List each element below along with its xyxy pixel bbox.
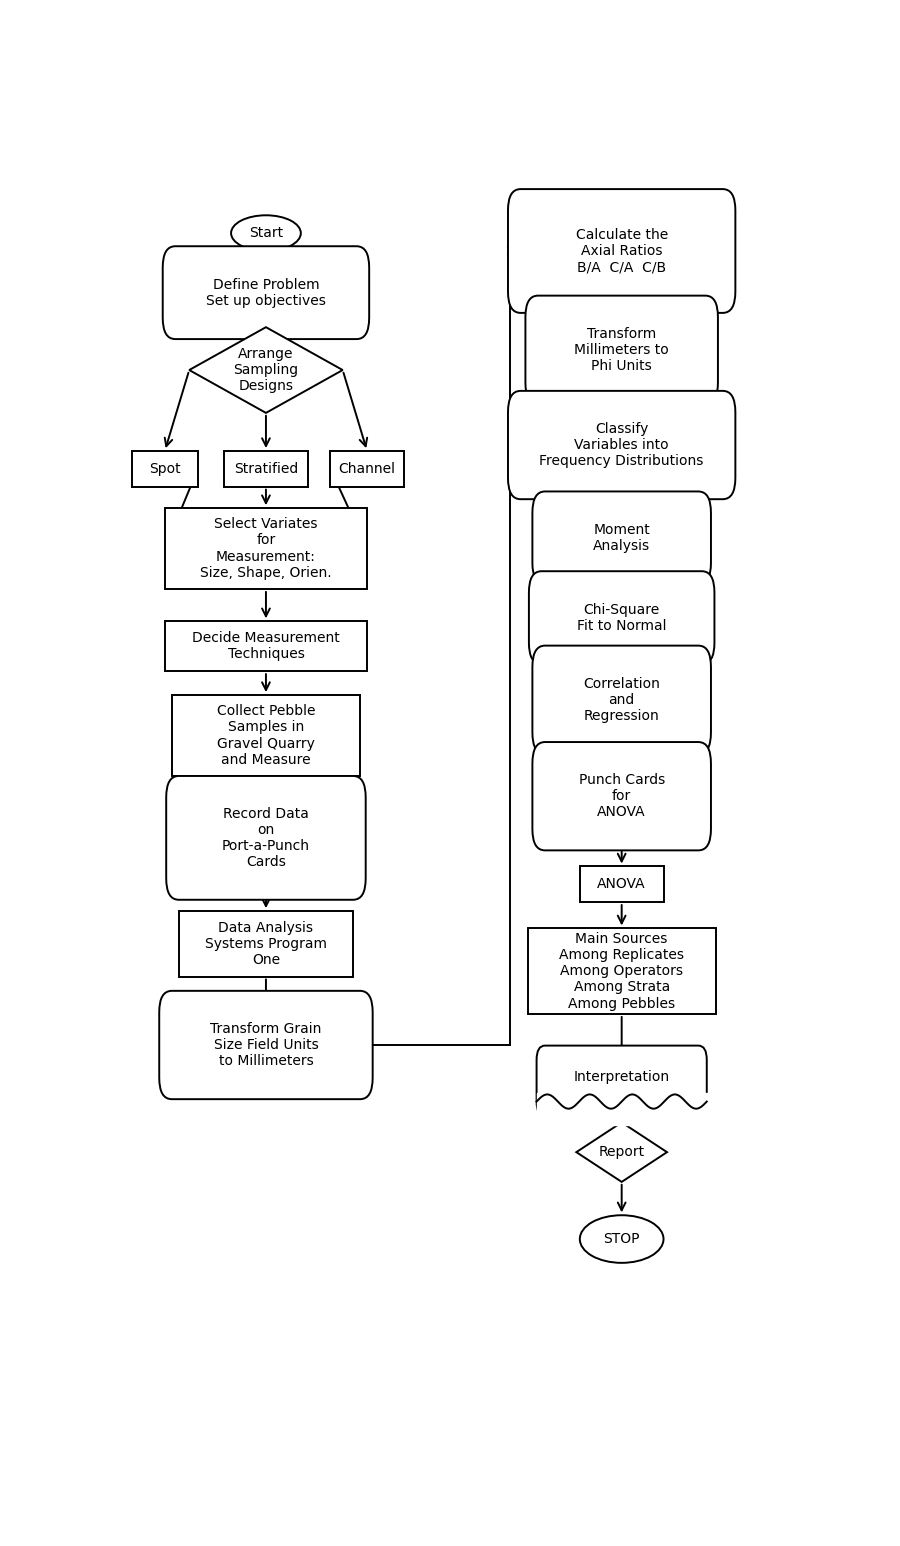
- Text: ANOVA: ANOVA: [598, 877, 646, 892]
- FancyBboxPatch shape: [159, 991, 373, 1099]
- FancyBboxPatch shape: [163, 246, 369, 339]
- Text: Transform Grain
Size Field Units
to Millimeters: Transform Grain Size Field Units to Mill…: [211, 1022, 321, 1068]
- Text: Channel: Channel: [338, 462, 396, 476]
- FancyBboxPatch shape: [166, 776, 365, 900]
- FancyBboxPatch shape: [508, 391, 735, 499]
- Bar: [224, 451, 308, 487]
- FancyBboxPatch shape: [508, 189, 735, 312]
- Bar: [580, 866, 663, 903]
- Text: Start: Start: [249, 226, 283, 240]
- Text: Report: Report: [598, 1146, 644, 1160]
- Text: Punch Cards
for
ANOVA: Punch Cards for ANOVA: [579, 773, 665, 819]
- Text: Interpretation: Interpretation: [573, 1070, 670, 1084]
- Text: Spot: Spot: [149, 462, 181, 476]
- Bar: [165, 621, 367, 671]
- Text: Calculate the
Axial Ratios
B/A  C/A  C/B: Calculate the Axial Ratios B/A C/A C/B: [576, 227, 668, 274]
- FancyBboxPatch shape: [536, 1045, 706, 1116]
- Text: Stratified: Stratified: [234, 462, 298, 476]
- Bar: [165, 509, 367, 589]
- Polygon shape: [576, 1122, 667, 1181]
- FancyBboxPatch shape: [533, 742, 711, 850]
- Bar: [330, 451, 404, 487]
- Text: Select Variates
for
Measurement:
Size, Shape, Orien.: Select Variates for Measurement: Size, S…: [200, 518, 332, 580]
- Text: Data Analysis
Systems Program
One: Data Analysis Systems Program One: [205, 920, 327, 966]
- Bar: [172, 696, 360, 776]
- Text: Chi-Square
Fit to Normal: Chi-Square Fit to Normal: [577, 603, 666, 632]
- Text: Define Problem
Set up objectives: Define Problem Set up objectives: [206, 278, 326, 308]
- Polygon shape: [189, 328, 343, 413]
- FancyBboxPatch shape: [533, 646, 711, 754]
- FancyBboxPatch shape: [533, 492, 711, 584]
- FancyBboxPatch shape: [529, 570, 715, 665]
- Text: Collect Pebble
Samples in
Gravel Quarry
and Measure: Collect Pebble Samples in Gravel Quarry …: [217, 703, 315, 767]
- Text: Transform
Millimeters to
Phi Units: Transform Millimeters to Phi Units: [574, 326, 669, 373]
- FancyBboxPatch shape: [526, 295, 718, 404]
- Text: STOP: STOP: [603, 1232, 640, 1246]
- Text: Decide Measurement
Techniques: Decide Measurement Techniques: [192, 631, 340, 662]
- Text: Moment
Analysis: Moment Analysis: [593, 523, 650, 553]
- Text: Classify
Variables into
Frequency Distributions: Classify Variables into Frequency Distri…: [539, 422, 704, 468]
- Bar: [527, 928, 716, 1014]
- Bar: [131, 451, 198, 487]
- Text: Record Data
on
Port-a-Punch
Cards: Record Data on Port-a-Punch Cards: [222, 807, 310, 869]
- Text: Main Sources
Among Replicates
Among Operators
Among Strata
Among Pebbles: Main Sources Among Replicates Among Oper…: [559, 932, 684, 1011]
- Text: Arrange
Sampling
Designs: Arrange Sampling Designs: [233, 346, 299, 393]
- Bar: [179, 911, 353, 977]
- Text: Correlation
and
Regression: Correlation and Regression: [583, 677, 660, 724]
